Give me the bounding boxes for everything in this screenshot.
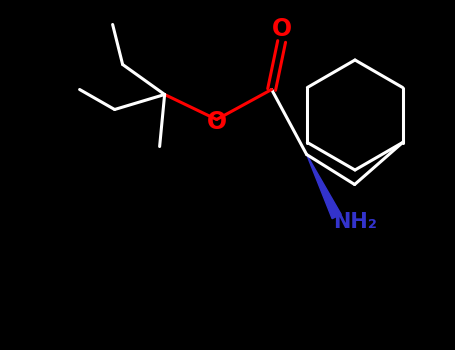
Text: NH₂: NH₂ [333,211,377,231]
Polygon shape [307,154,341,219]
Text: O: O [272,18,292,42]
Text: O: O [207,110,227,133]
